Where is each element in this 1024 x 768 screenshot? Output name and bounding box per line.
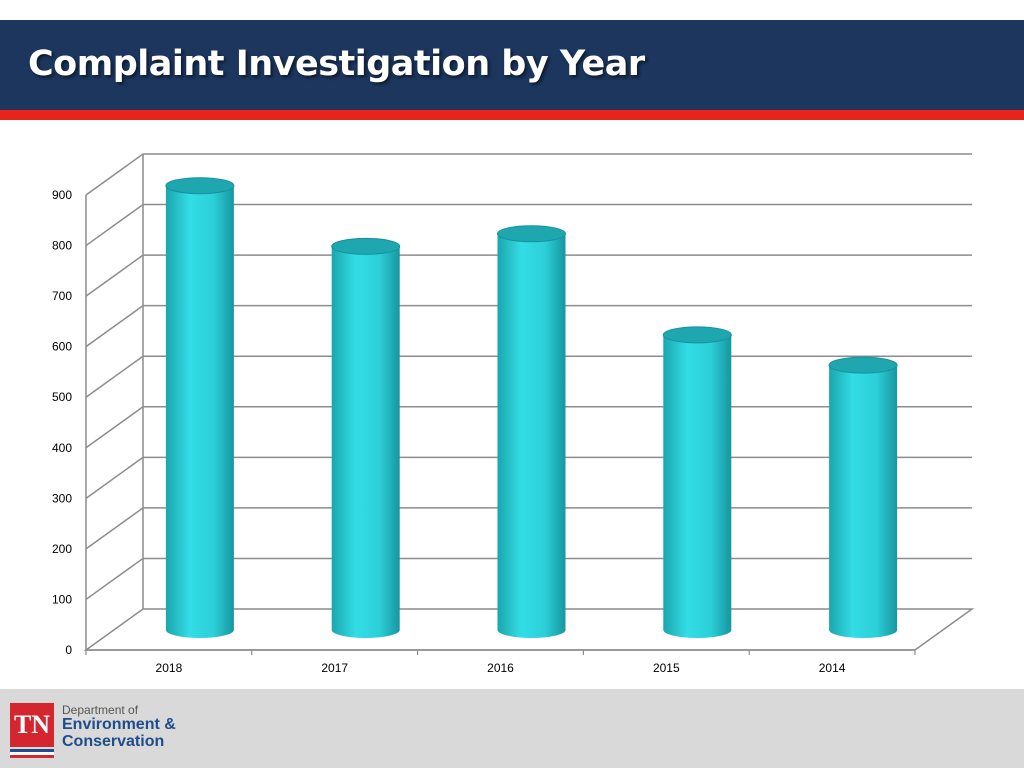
department-name-line2: Conservation [62, 733, 165, 750]
y-tick-label: 600 [52, 340, 72, 354]
y-tick-label: 200 [52, 542, 72, 556]
x-tick-label: 2015 [653, 661, 680, 675]
y-tick-label: 400 [52, 441, 72, 455]
bar-2017 [331, 246, 400, 638]
department-label: Department of [62, 703, 139, 717]
y-tick-label: 500 [52, 390, 72, 404]
y-tick-label: 700 [52, 289, 72, 303]
bar-2018 [165, 185, 234, 638]
x-tick-label: 2017 [321, 661, 348, 675]
tdec-logo: TN Department of Environment & Conservat… [10, 703, 176, 761]
bar-top-2017 [331, 237, 401, 255]
bar-2015 [663, 334, 732, 638]
accent-bar [0, 110, 1024, 120]
tn-logo-mark: TN [10, 703, 54, 747]
gridline-side [85, 557, 144, 601]
y-tick-label: 100 [52, 592, 72, 606]
gridline-side [85, 507, 144, 550]
gridline-side [85, 355, 144, 398]
gridline-side [85, 456, 144, 499]
y-tick-label: 300 [52, 491, 72, 505]
logo-stripe [10, 749, 54, 758]
gridline-side [85, 203, 144, 247]
bar-chart: 0 100 200 300 400 500 600 700 800 900 2018 2017 2016… [52, 153, 975, 675]
x-tick-label: 2016 [487, 661, 514, 675]
x-tick-label: 2014 [819, 661, 846, 675]
gridline-side [85, 254, 144, 297]
department-name-line1: Environment & [62, 716, 176, 733]
y-tick-label: 900 [52, 188, 72, 202]
bar-top-2016 [497, 225, 566, 243]
footer: TN Department of Environment & Conservat… [0, 689, 1024, 768]
gridline-side [85, 406, 144, 449]
y-tick-label: 800 [52, 239, 72, 253]
bar-top-2018 [165, 177, 235, 195]
y-tick-label: 0 [65, 643, 72, 657]
bar-2016 [497, 233, 566, 638]
slide-header: Complaint Investigation by Year [0, 20, 1024, 110]
slide-title: Complaint Investigation by Year [28, 44, 645, 84]
bar-top-2014 [828, 356, 898, 374]
bar-top-2015 [662, 326, 732, 344]
gridline-side [85, 305, 144, 348]
x-tick-label: 2018 [156, 661, 183, 675]
bar-2014 [829, 365, 898, 638]
gridline-side [85, 153, 144, 196]
